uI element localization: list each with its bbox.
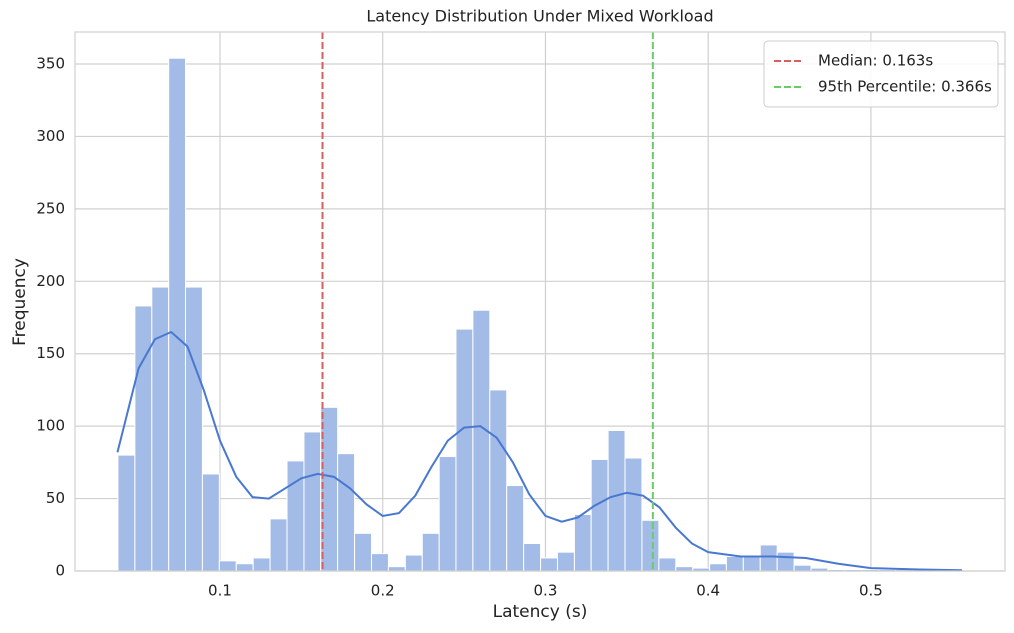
bar bbox=[184, 286, 203, 572]
bar bbox=[235, 563, 254, 572]
bar bbox=[607, 429, 626, 572]
x-tick-label: 0.4 bbox=[696, 582, 720, 600]
legend-label: 95th Percentile: 0.366s bbox=[818, 78, 992, 96]
bar bbox=[421, 532, 440, 572]
bar bbox=[523, 542, 542, 572]
bar bbox=[151, 286, 170, 572]
x-axis-label: Latency (s) bbox=[493, 602, 588, 622]
x-tick-label: 0.1 bbox=[208, 582, 232, 600]
bar bbox=[489, 389, 508, 572]
bar bbox=[556, 551, 575, 572]
y-tick-label: 150 bbox=[36, 344, 65, 362]
bar bbox=[675, 566, 694, 572]
legend-box bbox=[763, 40, 999, 108]
bar bbox=[725, 556, 744, 572]
bar bbox=[793, 564, 812, 572]
bar bbox=[201, 473, 220, 572]
bar bbox=[168, 57, 186, 572]
bar bbox=[641, 519, 660, 572]
bar bbox=[387, 566, 406, 572]
y-tick-label: 50 bbox=[46, 489, 65, 507]
bar bbox=[573, 514, 592, 572]
x-tick-label: 0.2 bbox=[371, 582, 395, 600]
plot-border bbox=[74, 31, 1006, 572]
bar bbox=[624, 457, 643, 572]
legend: Median: 0.163s 95th Percentile: 0.366s bbox=[763, 40, 999, 108]
bar bbox=[370, 553, 389, 572]
y-tick-label: 200 bbox=[36, 272, 65, 290]
bar bbox=[218, 560, 237, 572]
bar bbox=[658, 557, 677, 572]
bar bbox=[134, 305, 153, 572]
bar bbox=[455, 328, 474, 572]
bar bbox=[354, 532, 372, 572]
y-tick-label: 250 bbox=[36, 199, 65, 217]
y-axis-label: Frequency bbox=[10, 258, 30, 346]
bar bbox=[472, 309, 491, 572]
bar bbox=[590, 458, 609, 572]
bar bbox=[776, 551, 795, 572]
y-tick-label: 300 bbox=[36, 127, 65, 145]
bar bbox=[404, 554, 423, 572]
bar bbox=[506, 485, 525, 572]
x-tick-label: 0.3 bbox=[534, 582, 558, 600]
bar bbox=[252, 557, 271, 572]
bar bbox=[337, 453, 356, 572]
chart-title: Latency Distribution Under Mixed Workloa… bbox=[366, 7, 713, 26]
legend-label: Median: 0.163s bbox=[818, 52, 933, 70]
bar bbox=[709, 563, 727, 572]
bar bbox=[540, 557, 558, 572]
bar bbox=[438, 456, 457, 572]
bar bbox=[303, 431, 322, 572]
y-tick-label: 350 bbox=[36, 55, 65, 73]
bar bbox=[269, 518, 288, 572]
x-tick-label: 0.5 bbox=[859, 582, 883, 600]
bar bbox=[117, 454, 136, 572]
y-tick-label: 0 bbox=[55, 562, 65, 580]
y-tick-label: 100 bbox=[36, 417, 65, 435]
bar bbox=[759, 544, 778, 572]
kde-line bbox=[116, 330, 963, 572]
